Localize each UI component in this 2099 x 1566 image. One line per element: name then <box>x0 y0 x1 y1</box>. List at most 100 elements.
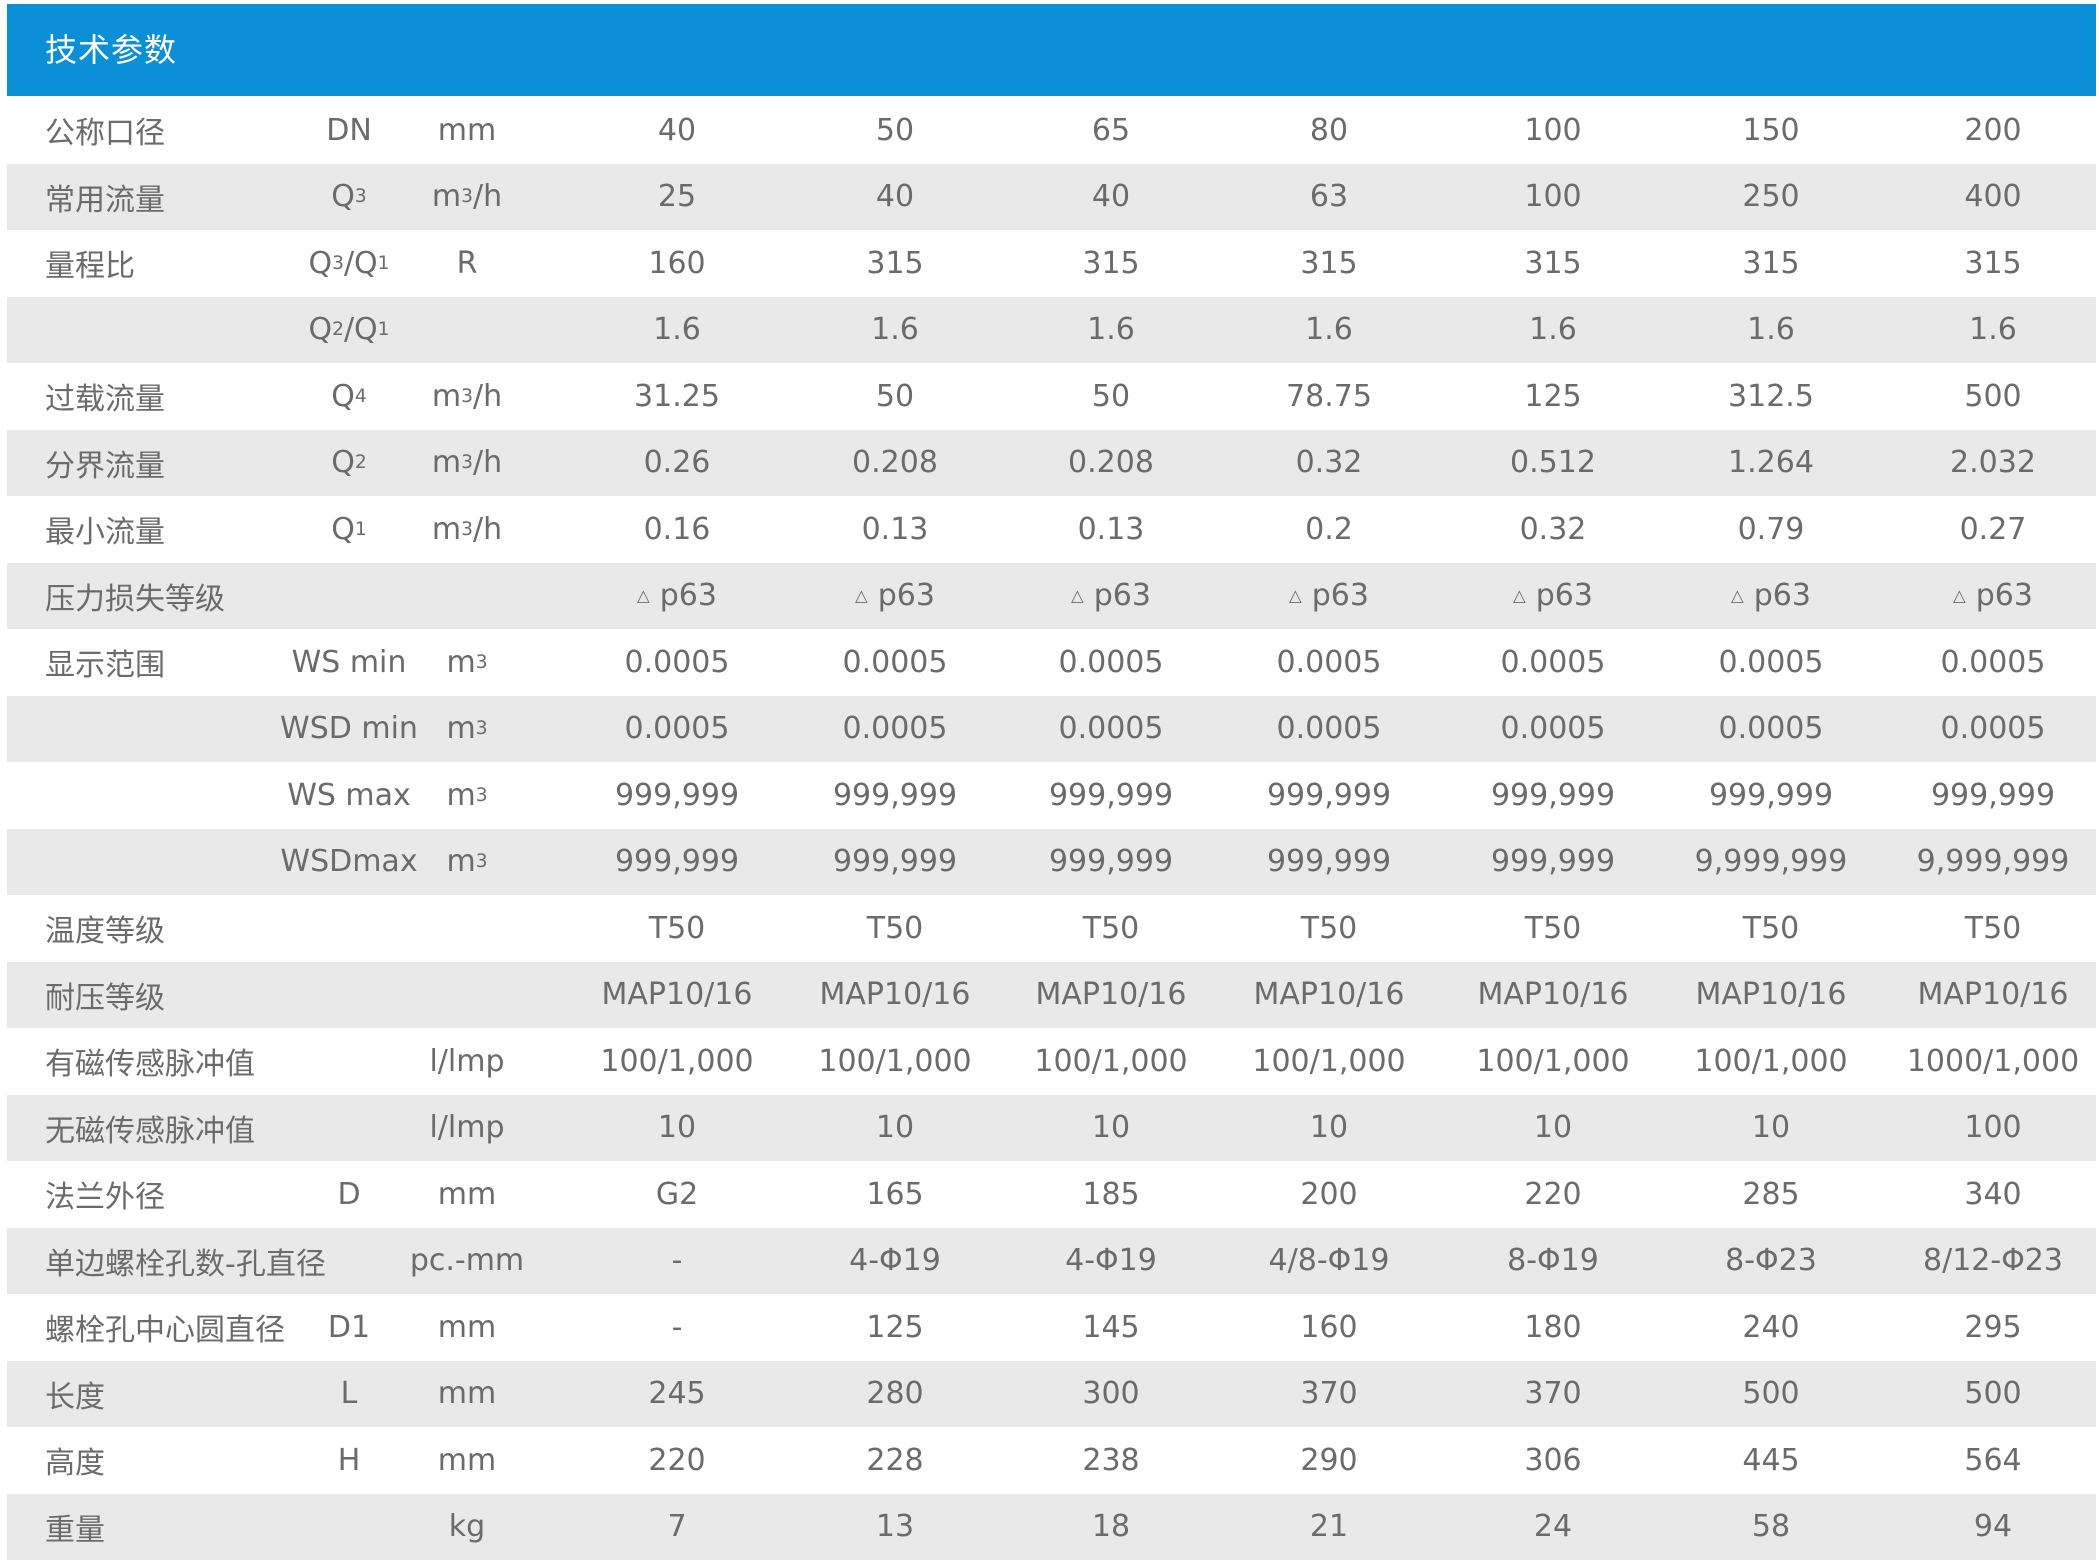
param-value: 999,999 <box>1266 777 1392 813</box>
param-value: MAP10/16 <box>819 977 971 1013</box>
param-value: 312.5 <box>1728 378 1814 414</box>
param-value: 1.6 <box>1969 312 2017 348</box>
triangle-icon: △ <box>1731 586 1744 606</box>
param-symbol: DN <box>326 112 372 148</box>
param-value: 0.208 <box>852 445 938 481</box>
param-value: 300 <box>1082 1376 1140 1412</box>
param-value: - <box>671 1309 683 1345</box>
table-row: 耐压等级 MAP10/16 MAP10/16 MAP10/16 MAP10/16 MAP1… <box>7 961 2096 1028</box>
param-value: 9,999,999 <box>1694 844 1848 880</box>
param-value: 125 <box>1524 378 1582 414</box>
param-value: 0.0005 <box>1500 644 1606 680</box>
param-value: 500 <box>1742 1376 1800 1412</box>
param-value: 21 <box>1309 1509 1349 1545</box>
param-value: 999,999 <box>1490 777 1616 813</box>
param-value: 40 <box>1091 179 1131 215</box>
param-value: 0.27 <box>1959 511 2027 547</box>
table-row: WSDmax m 3 999,999 999,999 999,999 999,999 999,… <box>7 828 2096 895</box>
param-value: MAP10/16 <box>601 977 753 1013</box>
param-value: 999,999 <box>614 777 740 813</box>
param-value: 94 <box>1973 1509 2013 1545</box>
param-name: 压力损失等级 <box>45 581 225 617</box>
param-value: 100/1,000 <box>818 1043 972 1079</box>
param-value: 445 <box>1742 1442 1800 1478</box>
param-value: 4-Φ19 <box>849 1243 941 1279</box>
param-name: 有磁传感脉冲值 <box>45 1047 255 1083</box>
param-value: △ p63 <box>1953 578 2033 614</box>
table-row: WS max m 3 999,999 999,999 999,999 999,999 999,… <box>7 762 2096 829</box>
param-value: 50 <box>1091 378 1131 414</box>
param-value: 1.6 <box>1529 312 1577 348</box>
param-name: 高度 <box>45 1446 105 1482</box>
param-value: 999,999 <box>1266 844 1392 880</box>
param-value: 999,999 <box>1048 777 1174 813</box>
param-value: 63 <box>1309 179 1349 215</box>
param-value: 0.79 <box>1737 511 1805 547</box>
param-value: MAP10/16 <box>1035 977 1187 1013</box>
param-value: T50 <box>1964 910 2022 946</box>
param-value: 0.32 <box>1519 511 1587 547</box>
param-value: 999,999 <box>1490 844 1616 880</box>
param-value: 160 <box>1300 1309 1358 1345</box>
param-value: 295 <box>1964 1309 2022 1345</box>
param-value: 10 <box>1091 1110 1131 1146</box>
param-value: 315 <box>1082 245 1140 281</box>
param-value: 8/12-Φ23 <box>1923 1243 2063 1279</box>
param-unit <box>407 297 527 364</box>
param-value: 200 <box>1300 1176 1358 1212</box>
param-value: 100/1,000 <box>1694 1043 1848 1079</box>
param-value: 8-Φ23 <box>1725 1243 1817 1279</box>
param-value: 250 <box>1742 179 1800 215</box>
param-value: 1.6 <box>1305 312 1353 348</box>
param-value: 220 <box>1524 1176 1582 1212</box>
param-value: 999,999 <box>832 777 958 813</box>
param-unit: mm <box>437 1309 497 1345</box>
param-value: 1.264 <box>1728 445 1814 481</box>
param-value: 999,999 <box>614 844 740 880</box>
param-value: 10 <box>1751 1110 1791 1146</box>
param-name: 分界流量 <box>45 448 165 484</box>
param-name: 法兰外径 <box>45 1180 165 1216</box>
param-value: 220 <box>648 1442 706 1478</box>
param-value: 0.16 <box>643 511 711 547</box>
param-value: 500 <box>1964 1376 2022 1412</box>
param-unit: mm <box>437 1176 497 1212</box>
param-value: 100/1,000 <box>1252 1043 1406 1079</box>
table-row: 常用流量 Q 3 m 3/h 25 40 40 63 100 250 400 <box>7 163 2096 230</box>
param-symbol: H <box>337 1442 361 1478</box>
param-name: 螺栓孔中心圆直径 <box>45 1313 285 1349</box>
param-symbol <box>269 1228 429 1295</box>
section-title: 技术参数 <box>45 31 178 69</box>
param-value: 4/8-Φ19 <box>1268 1243 1390 1279</box>
param-value: 50 <box>875 378 915 414</box>
table-row: 单边螺栓孔数-孔直径 pc.-mm - 4-Φ19 4-Φ19 4/8-Φ19 8-Φ19 8… <box>7 1227 2096 1295</box>
param-value: 0.0005 <box>1058 644 1164 680</box>
spec-table: 公称口径 DN mm 40 50 65 80 100 150 200 常用流量 Q 3 m 3/h 25 40 4… <box>7 97 2096 1560</box>
param-value: 100/1,000 <box>600 1043 754 1079</box>
triangle-icon: △ <box>855 586 868 606</box>
param-value: - <box>671 1243 683 1279</box>
param-value: 80 <box>1309 112 1349 148</box>
param-symbol <box>269 1028 429 1095</box>
param-value: 65 <box>1091 112 1131 148</box>
param-value: 50 <box>875 112 915 148</box>
param-value: 0.0005 <box>624 644 730 680</box>
param-symbol: WSDmax <box>280 844 418 880</box>
table-row: 过载流量 Q 4 m 3/h 31.25 50 50 78.75 125 312.5 500 <box>7 363 2096 430</box>
param-value: 0.2 <box>1305 511 1353 547</box>
triangle-icon: △ <box>1289 586 1302 606</box>
param-name: 长度 <box>45 1379 105 1415</box>
param-value: 165 <box>866 1176 924 1212</box>
table-row: 最小流量 Q 1 m 3/h 0.16 0.13 0.13 0.2 0.32 0.79 0.27 <box>7 496 2096 563</box>
param-value: 315 <box>1742 245 1800 281</box>
triangle-icon: △ <box>1953 586 1966 606</box>
param-value: 100 <box>1524 112 1582 148</box>
param-value: 0.13 <box>1077 511 1145 547</box>
param-value: 1.6 <box>1087 312 1135 348</box>
